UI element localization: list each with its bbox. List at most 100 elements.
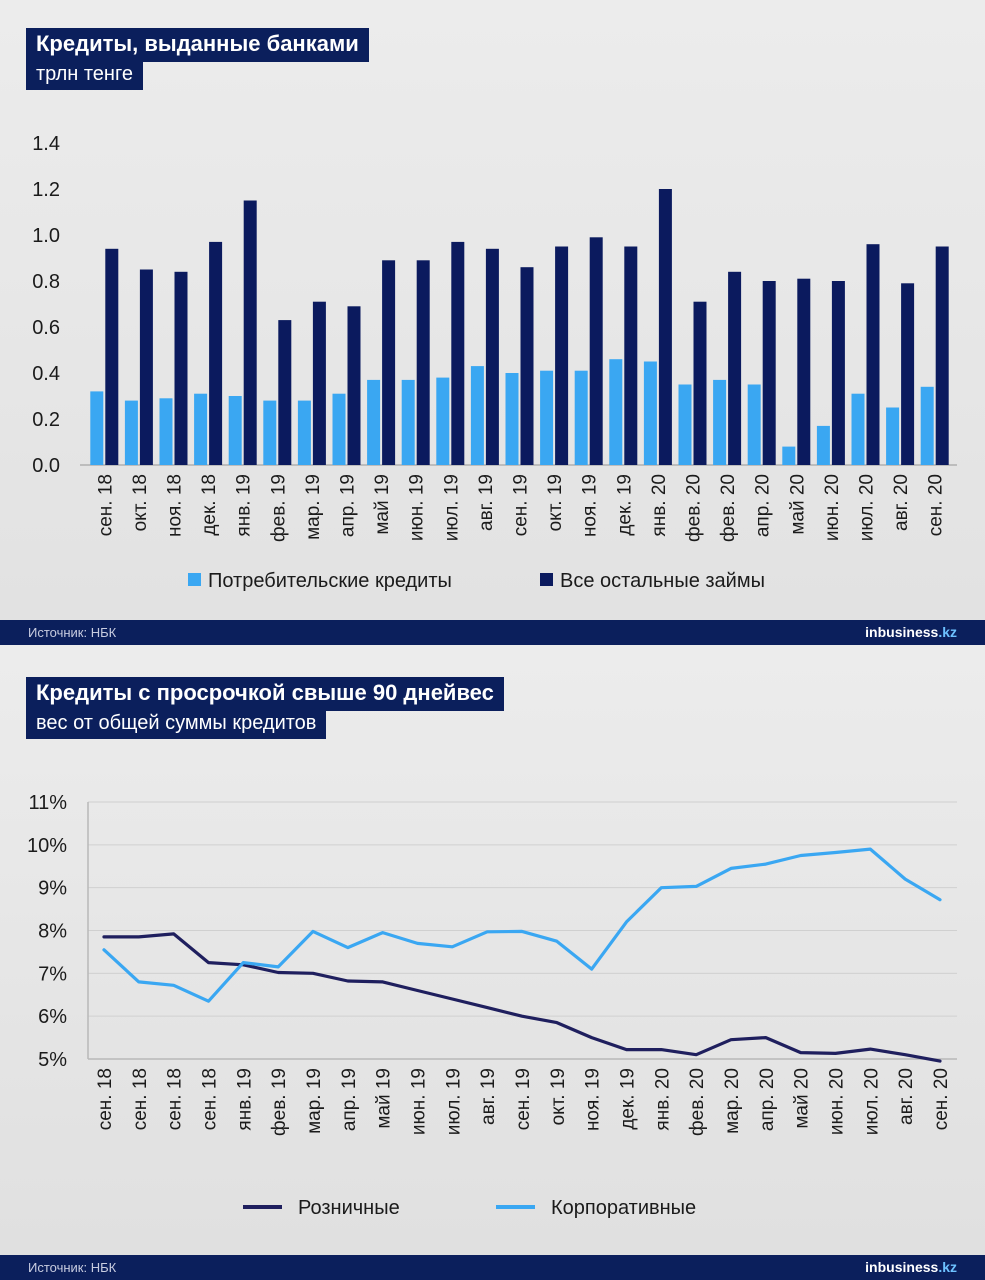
bar-consumer bbox=[505, 373, 519, 465]
y-tick-label: 0.6 bbox=[32, 317, 60, 339]
brand-name: business bbox=[877, 624, 939, 640]
chart-panel-loans: 0.0 0.2 0.4 0.6 0.8 1.0 1.2 1.4 сен. 18 окт. 18 но… bbox=[0, 0, 985, 620]
x-tick-label: дек. 18 bbox=[199, 474, 220, 536]
y-tick-label: 8% bbox=[38, 921, 67, 943]
bar-consumer bbox=[90, 391, 104, 465]
bar-consumer bbox=[470, 366, 484, 465]
bar-consumer bbox=[574, 370, 588, 465]
x-tick-label: май 19 bbox=[374, 1068, 395, 1129]
bar-other bbox=[866, 244, 880, 465]
x-tick-label: сен. 18 bbox=[95, 474, 116, 536]
bar-other bbox=[520, 267, 534, 465]
chart-panel-npl: 5% 6% 7% 8% 9% 10% 11% сен. 18 сен. 18 сен. 18 сен… bbox=[0, 645, 985, 1255]
chart-title: Кредиты, выданные банками bbox=[26, 28, 369, 62]
legend-label-other: Все остальные займы bbox=[560, 570, 765, 592]
bar-consumer bbox=[124, 400, 138, 465]
bar-other bbox=[935, 246, 949, 465]
x-tick-label: сен. 18 bbox=[130, 1068, 151, 1130]
brand-prefix: in bbox=[865, 624, 878, 640]
bar-other bbox=[658, 189, 672, 465]
x-tick-label: апр. 19 bbox=[338, 474, 359, 537]
x-tick-label: июн. 19 bbox=[409, 1068, 430, 1135]
bar-other bbox=[589, 237, 603, 465]
bar-consumer bbox=[920, 386, 934, 465]
chart-subtitle: трлн тенге bbox=[26, 61, 143, 90]
x-tick-label: ноя. 19 bbox=[583, 1068, 604, 1131]
brand-logo: inbusiness.kz bbox=[865, 624, 957, 640]
bar-other bbox=[382, 260, 396, 465]
x-tick-label: июл. 19 bbox=[441, 474, 462, 541]
x-tick-label: сен. 18 bbox=[200, 1068, 221, 1130]
bar-consumer bbox=[713, 379, 727, 465]
bar-chart: 0.0 0.2 0.4 0.6 0.8 1.0 1.2 1.4 сен. 18 окт. 18 но… bbox=[32, 133, 957, 592]
y-tick-label: 0.2 bbox=[32, 409, 60, 431]
x-tick-label: янв. 20 bbox=[649, 474, 670, 537]
x-tick-label: фев. 20 bbox=[718, 474, 739, 542]
x-tick-label: сен. 20 bbox=[931, 1068, 952, 1130]
bar-consumer bbox=[401, 379, 415, 465]
bar-consumer bbox=[643, 361, 657, 465]
line-chart: 5% 6% 7% 8% 9% 10% 11% сен. 18 сен. 18 сен. 18 сен… bbox=[27, 792, 957, 1219]
x-tick-label: янв. 19 bbox=[234, 474, 255, 537]
x-tick-label: авг. 19 bbox=[478, 1068, 499, 1125]
line-corporate bbox=[102, 847, 942, 1003]
x-tick-label: фев. 19 bbox=[269, 1068, 290, 1136]
bar-other bbox=[312, 301, 326, 465]
x-tick-label: фев. 19 bbox=[268, 474, 289, 542]
bar-consumer bbox=[263, 400, 277, 465]
x-tick-label: авг. 19 bbox=[476, 474, 497, 531]
y-tick-label: 10% bbox=[27, 835, 67, 857]
y-tick-label: 1.4 bbox=[32, 133, 60, 155]
bar-other bbox=[485, 248, 499, 465]
bar-other bbox=[174, 271, 188, 465]
x-tick-label: июн. 19 bbox=[407, 474, 428, 541]
bar-other bbox=[451, 241, 465, 465]
y-tick-label: 0.4 bbox=[32, 363, 60, 385]
legend-swatch-other bbox=[540, 573, 553, 586]
bar-consumer bbox=[851, 393, 865, 465]
x-tick-label: июн. 20 bbox=[827, 1068, 848, 1135]
bar-other bbox=[901, 283, 915, 465]
brand-logo-2: inbusiness.kz bbox=[865, 1259, 957, 1275]
brand-name: business bbox=[877, 1259, 939, 1275]
x-tick-label: сен. 18 bbox=[95, 1068, 116, 1130]
bar-other bbox=[105, 248, 119, 465]
bar-other bbox=[728, 271, 742, 465]
bar-other bbox=[831, 281, 845, 465]
y-tick-label: 0.0 bbox=[32, 455, 60, 477]
x-tick-label: мар. 19 bbox=[303, 474, 324, 540]
y-tick-label: 6% bbox=[38, 1006, 67, 1028]
legend-label-consumer: Потребительские кредиты bbox=[208, 570, 452, 592]
x-tick-label: фев. 20 bbox=[684, 474, 705, 542]
x-tick-label: сен. 20 bbox=[926, 474, 947, 536]
bar-consumer bbox=[332, 393, 346, 465]
x-tick-label: дек. 19 bbox=[618, 1068, 639, 1130]
bar-other bbox=[797, 278, 811, 465]
footer-bar: Источник: НБК inbusiness.kz bbox=[0, 620, 985, 645]
bar-other bbox=[139, 269, 153, 465]
y-tick-label: 5% bbox=[38, 1049, 67, 1071]
bar-consumer bbox=[367, 379, 381, 465]
y-tick-label: 1.2 bbox=[32, 179, 60, 201]
x-tick-label: апр. 20 bbox=[757, 1068, 778, 1131]
x-tick-label: май 20 bbox=[787, 474, 808, 535]
bar-consumer bbox=[609, 359, 623, 465]
y-tick-label: 11% bbox=[28, 792, 67, 814]
x-tick-label: апр. 19 bbox=[339, 1068, 360, 1131]
x-tick-label: сен. 19 bbox=[513, 1068, 534, 1130]
x-tick-label: июн. 20 bbox=[822, 474, 843, 541]
x-tick-label: янв. 19 bbox=[234, 1068, 255, 1131]
bar-consumer bbox=[540, 370, 554, 465]
bar-consumer bbox=[194, 393, 208, 465]
source-label: Источник: НБК bbox=[28, 625, 117, 640]
bar-other bbox=[555, 246, 569, 465]
x-tick-label: мар. 19 bbox=[304, 1068, 325, 1134]
bar-consumer bbox=[228, 396, 242, 465]
bar-consumer bbox=[436, 377, 450, 465]
bar-consumer bbox=[678, 384, 692, 465]
bar-consumer bbox=[159, 398, 173, 465]
x-tick-label: авг. 20 bbox=[896, 1068, 917, 1125]
brand-domain: .kz bbox=[938, 1259, 957, 1275]
x-tick-label: июл. 20 bbox=[861, 1068, 882, 1135]
bar-other bbox=[209, 241, 223, 465]
